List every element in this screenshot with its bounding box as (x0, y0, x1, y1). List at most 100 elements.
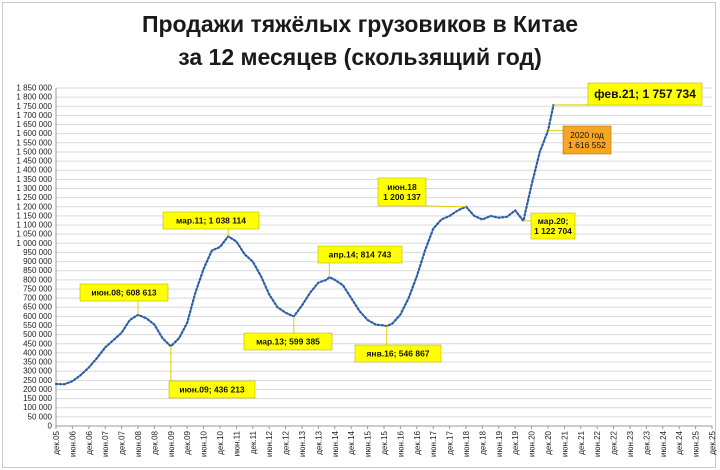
y-tick-label: 1 800 000 (16, 93, 52, 102)
y-tick-label: 1 350 000 (16, 175, 52, 184)
annotation-label: 2020 год (570, 130, 604, 140)
y-tick-label: 50 000 (28, 412, 53, 421)
y-tick-label: 1 600 000 (16, 129, 52, 138)
annotation-label: 1 616 552 (568, 140, 606, 150)
annotation-box (587, 82, 703, 106)
annotation-box (562, 125, 612, 155)
annotation-leader (425, 205, 467, 208)
y-tick-label: 1 500 000 (16, 147, 52, 156)
annotation-label: мар.13; 599 385 (256, 336, 320, 346)
y-tick-label: 1 150 000 (16, 211, 52, 220)
annotation-label: мар.20; (538, 216, 569, 226)
x-tick-label: дек.21 (577, 430, 586, 454)
annotation-label: мар.11; 1 038 114 (176, 215, 246, 225)
annotation-label: июн.18 (387, 182, 417, 192)
annotation-box (354, 344, 442, 363)
x-tick-label: дек.16 (413, 430, 422, 454)
y-tick-label: 1 550 000 (16, 138, 52, 147)
x-tick-label: июн.10 (200, 430, 209, 457)
x-tick-label: дек.20 (544, 430, 553, 454)
x-tick-label: дек.13 (314, 430, 323, 454)
annotation-layer: июн.08; 608 613 июн.09; 436 213 мар.11; 1 … (79, 82, 703, 399)
y-tick-label: 150 000 (23, 394, 52, 403)
y-tick-label: 800 000 (23, 275, 52, 284)
x-tick-label: июн.08 (134, 430, 143, 457)
y-tick-label: 900 000 (23, 257, 52, 266)
y-tick-label: 1 850 000 (16, 84, 52, 93)
x-tick-label: июн.09 (167, 430, 176, 457)
x-tick-label: июн.16 (396, 430, 405, 457)
series-layer (54, 103, 555, 386)
x-tick-label: июн.24 (659, 430, 668, 457)
y-tick-label: 1 650 000 (16, 120, 52, 129)
x-tick-labels: дек.05 июн.06 дек.06 июн.07 дек.07 июн.08 дек.… (52, 430, 717, 457)
y-tick-label: 950 000 (23, 248, 52, 257)
x-tick-label: июн.07 (101, 430, 110, 457)
y-tick-label: 1 050 000 (16, 230, 52, 239)
x-tick-label: дек.22 (610, 430, 619, 454)
annotation-box (79, 283, 169, 302)
x-tick-label: дек.05 (52, 430, 61, 454)
x-tick-label: июн.06 (68, 430, 77, 457)
y-tick-label: 700 000 (23, 294, 52, 303)
x-tick-label: июн.14 (331, 430, 340, 457)
x-tick-label: дек.09 (183, 430, 192, 454)
annotation-box (168, 380, 256, 399)
y-tick-label: 600 000 (23, 312, 52, 321)
chart-title-line-1: Продажи тяжёлых грузовиков в Китае (141, 11, 579, 37)
x-tick-label: дек.12 (282, 430, 291, 454)
y-tick-label: 200 000 (23, 385, 52, 394)
x-tick-label: июн.18 (462, 430, 471, 457)
annotation-box (162, 211, 260, 230)
x-tick-label: дек.15 (380, 430, 389, 454)
x-tick-label: дек.23 (642, 430, 651, 454)
x-tick-label: дек.24 (675, 430, 684, 454)
x-tick-label: дек.11 (249, 430, 258, 454)
x-tick-label: июн.13 (298, 430, 307, 457)
y-tick-label: 100 000 (23, 403, 52, 412)
x-tick-label: июн.21 (560, 430, 569, 457)
y-tick-label: 500 000 (23, 330, 52, 339)
series-line (54, 103, 555, 386)
x-tick-label: дек.10 (216, 430, 225, 454)
y-tick-label: 650 000 (23, 303, 52, 312)
x-tick-label: июн.25 (692, 430, 701, 457)
y-tick-label: 1 100 000 (16, 221, 52, 230)
annotation-box (530, 212, 576, 240)
annotation-box (317, 245, 403, 264)
y-tick-label: 350 000 (23, 358, 52, 367)
x-tick-label: дек.19 (511, 430, 520, 454)
y-tick-label: 1 200 000 (16, 202, 52, 211)
y-tick-label: 1 250 000 (16, 193, 52, 202)
annotation-label: апр.14; 814 743 (329, 249, 392, 259)
x-tick-label: дек.17 (446, 430, 455, 454)
chart-title-line-2: за 12 месяцев (скользящий год) (178, 44, 542, 70)
x-tick-label: июн.12 (265, 430, 274, 457)
y-tick-label: 850 000 (23, 266, 52, 275)
annotation-label: янв.16; 546 867 (366, 348, 429, 358)
annotation-label: фев.21; 1 757 734 (594, 87, 696, 101)
y-tick-label: 1 750 000 (16, 102, 52, 111)
x-tick-label: дек.14 (347, 430, 356, 454)
y-tick-label: 450 000 (23, 339, 52, 348)
x-tick-label: дек.06 (85, 430, 94, 454)
annotation-label: июн.09; 436 213 (179, 384, 245, 394)
y-tick-label: 1 000 000 (16, 239, 52, 248)
y-tick-label: 750 000 (23, 284, 52, 293)
y-tick-label: 0 (48, 422, 53, 431)
x-tick-label: июн.20 (528, 430, 537, 457)
x-tick-label: дек.07 (118, 430, 127, 454)
y-tick-label: 1 400 000 (16, 166, 52, 175)
x-tick-label: дек.18 (478, 430, 487, 454)
y-tick-label: 1 300 000 (16, 184, 52, 193)
y-tick-label: 300 000 (23, 367, 52, 376)
y-tick-label: 400 000 (23, 348, 52, 357)
annotation-box (243, 332, 333, 351)
x-tick-label: дек.25 (708, 430, 717, 454)
y-tick-label: 550 000 (23, 321, 52, 330)
x-tick-label: июн.22 (593, 430, 602, 457)
annotation-label: 1 122 704 (534, 226, 572, 236)
x-tick-label: июн.23 (626, 430, 635, 457)
